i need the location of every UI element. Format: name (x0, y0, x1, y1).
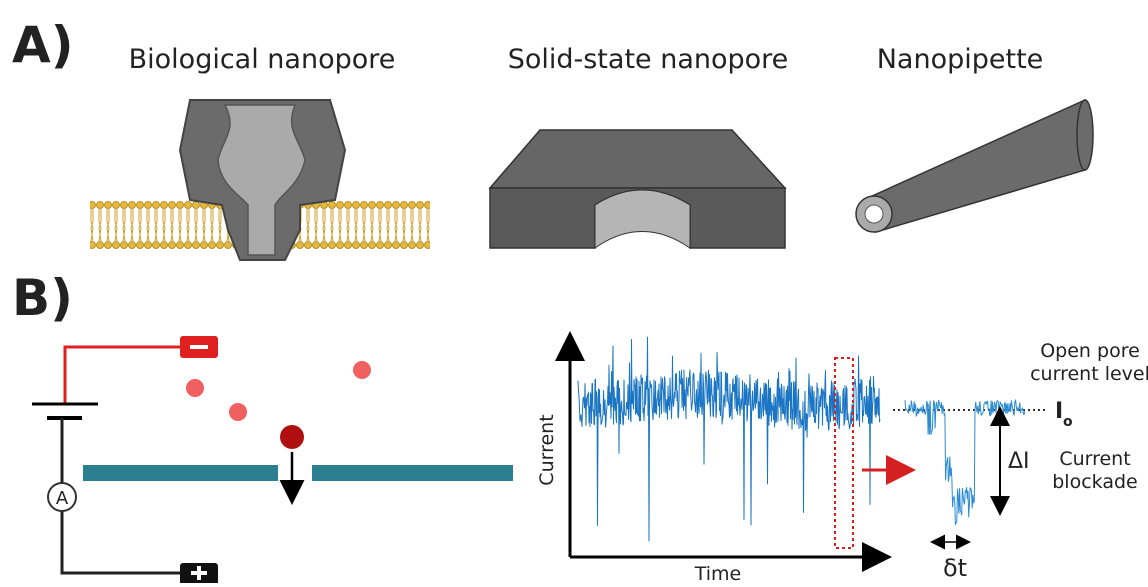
trace-plot (570, 337, 1045, 557)
x-axis-label: Time (694, 563, 742, 583)
particles (83, 361, 513, 500)
baseline-symbol: I (1055, 399, 1063, 424)
panel-label: B) (12, 269, 73, 327)
circuit (32, 336, 218, 583)
panel-label: A) (12, 16, 74, 74)
delta-i-label: ΔI (1008, 449, 1030, 474)
annotation: Open pore (1040, 340, 1140, 362)
annotation: Current (1059, 448, 1130, 470)
annotation: current level (1030, 363, 1148, 385)
item-title: Solid-state nanopore (508, 44, 789, 75)
biological-nanopore (90, 100, 430, 260)
solid-state-nanopore (490, 130, 785, 248)
delta-t-label: δt (943, 554, 967, 582)
baseline-subscript: o (1063, 414, 1073, 430)
annotation: blockade (1052, 471, 1137, 493)
nanopipette (856, 100, 1093, 232)
item-title: Biological nanopore (129, 44, 396, 75)
ammeter-label: A (56, 488, 69, 509)
item-title: Nanopipette (877, 44, 1044, 75)
figure: A) Biological nanopore Solid-state nanop… (0, 0, 1148, 583)
y-axis-label: Current (536, 414, 558, 485)
